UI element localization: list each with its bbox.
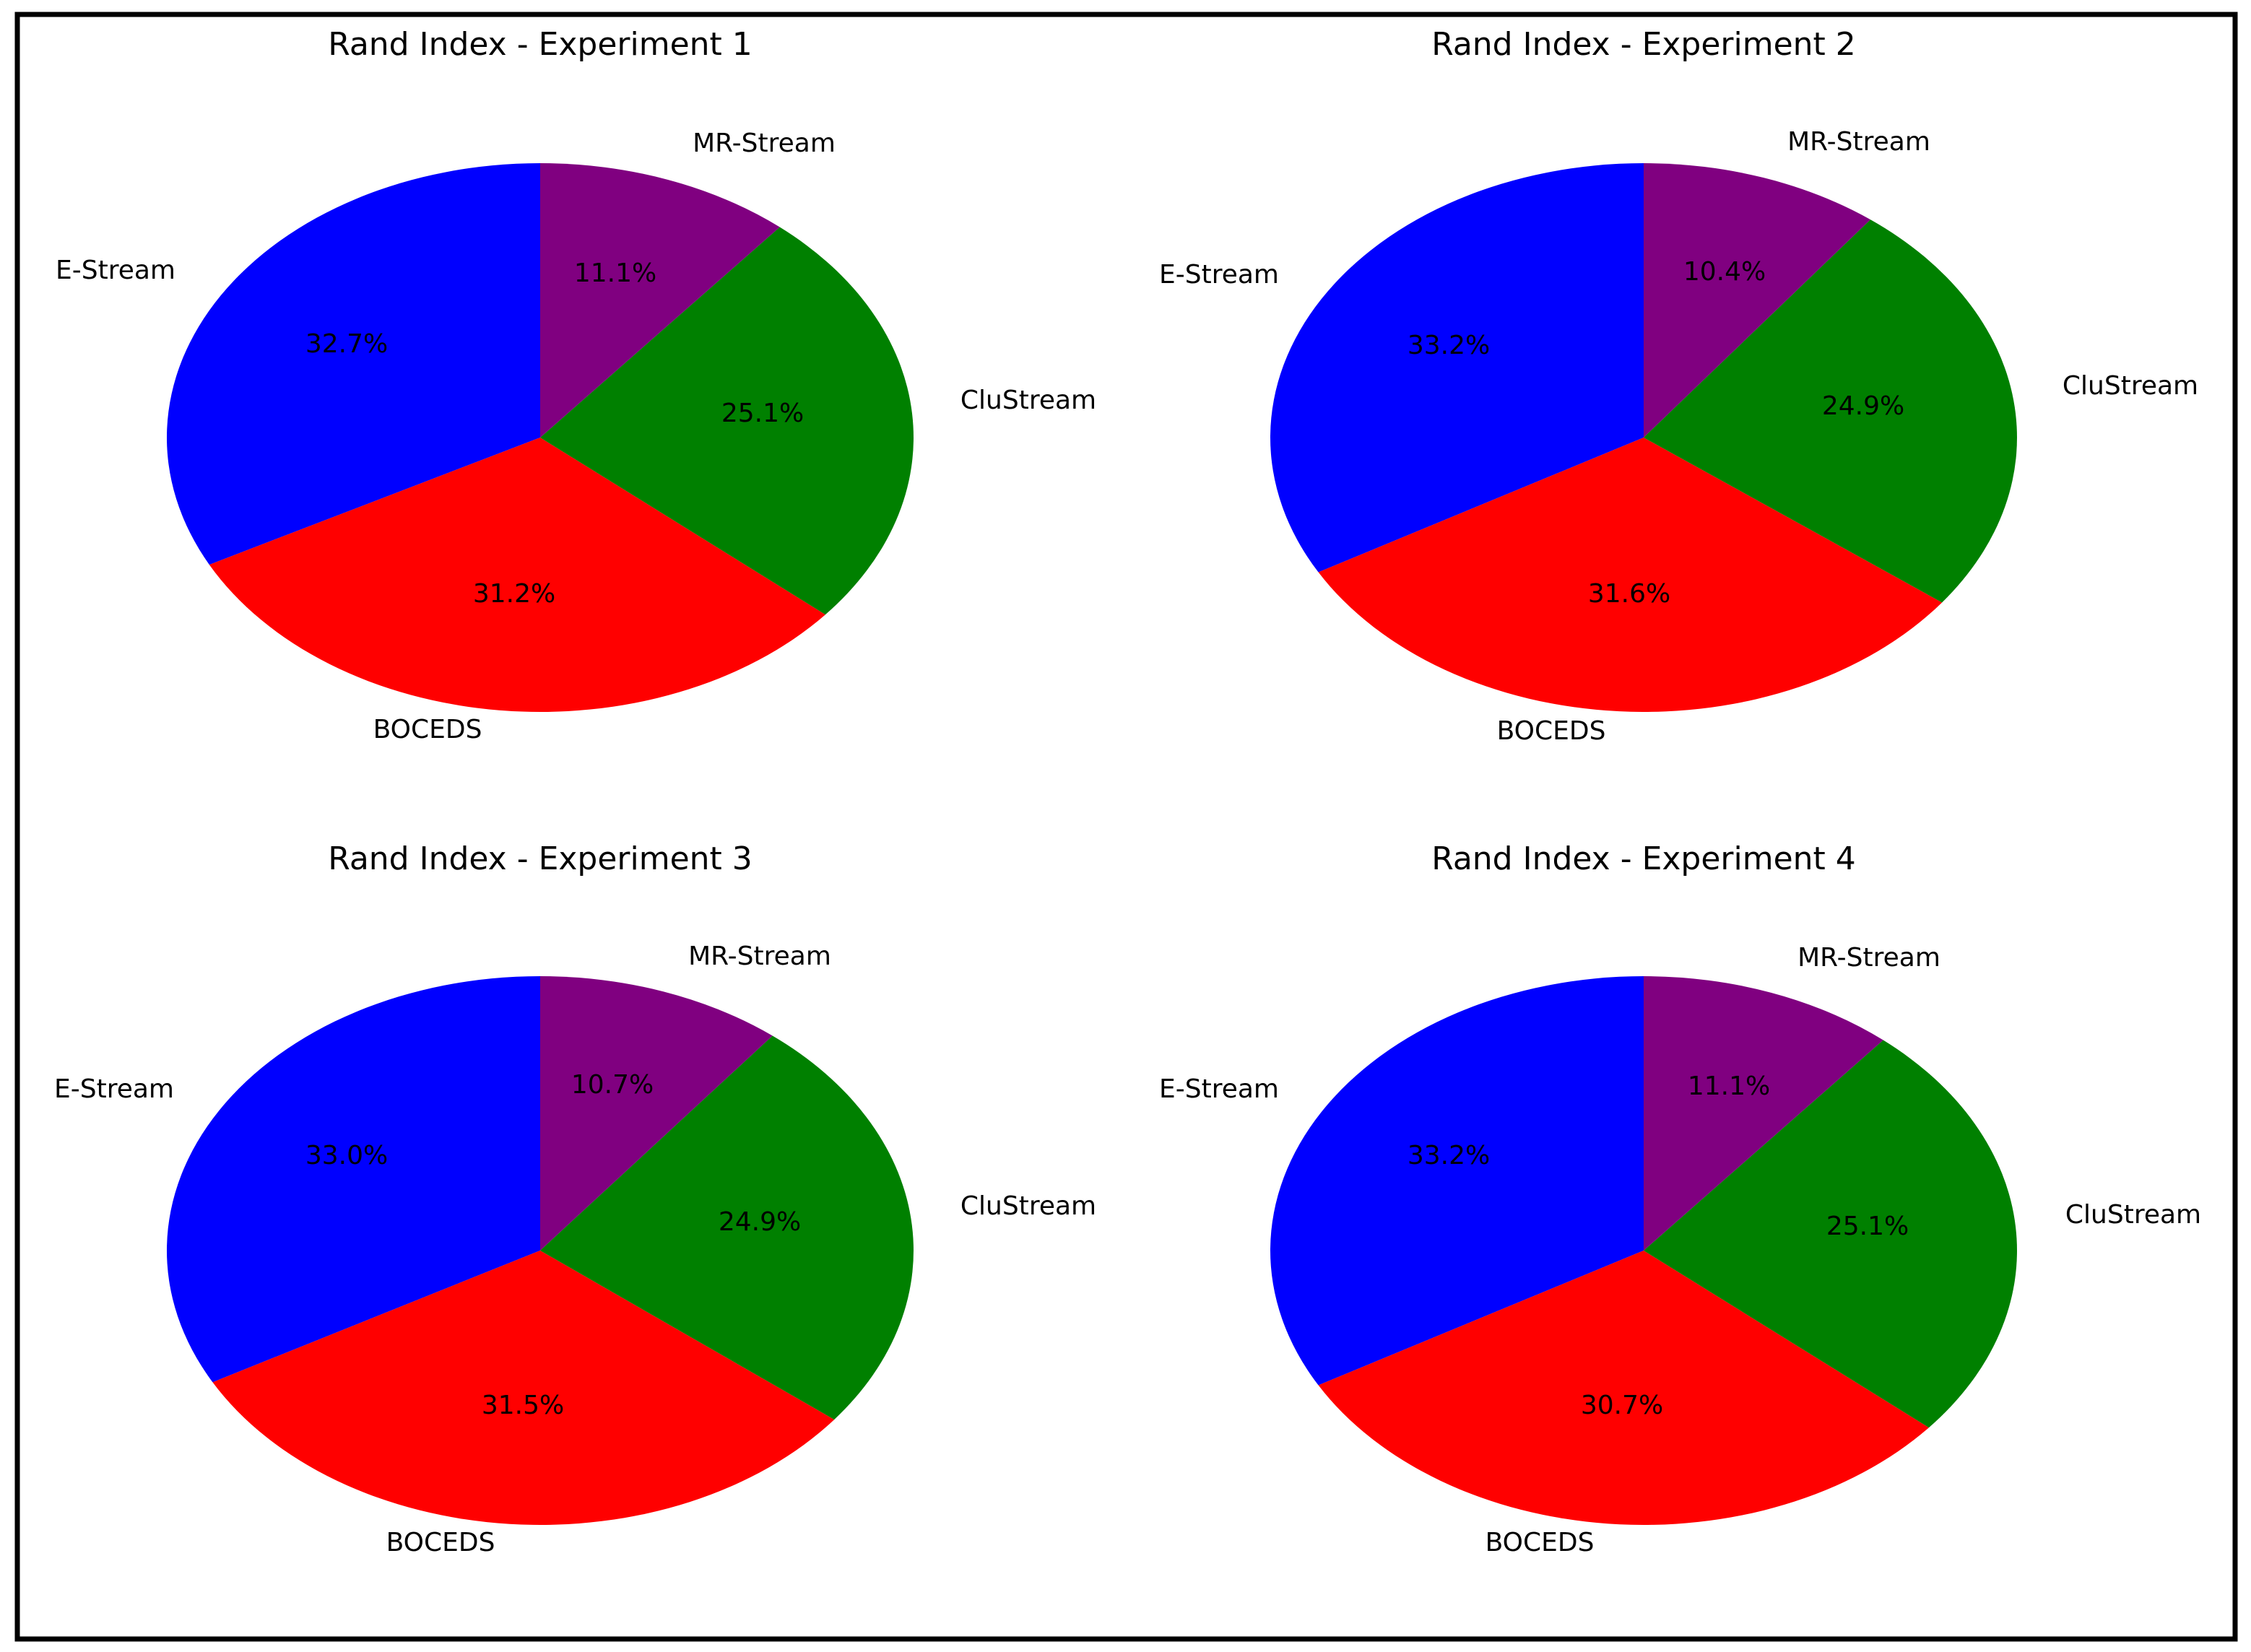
pct-label-4-clustream: 25.1% — [1826, 1212, 1909, 1241]
pct-label-1-boceds: 31.2% — [473, 579, 555, 609]
pct-label-4-e-stream: 33.2% — [1408, 1141, 1490, 1170]
pie-slice-2-mr-stream — [1644, 163, 1871, 438]
pct-label-3-clustream: 24.9% — [719, 1207, 801, 1237]
slice-label-3-e-stream: E-Stream — [54, 1074, 174, 1104]
pct-label-1-e-stream: 32.7% — [305, 329, 388, 359]
pie-slice-3-clustream — [540, 1035, 914, 1420]
slice-label-2-e-stream: E-Stream — [1159, 260, 1279, 290]
slice-label-1-e-stream: E-Stream — [56, 256, 175, 285]
pie-slice-1-e-stream — [166, 163, 541, 565]
pie-slice-1-clustream — [540, 227, 914, 615]
pie-chart-3: Rand Index - Experiment 3 33.0% 31.5% 24… — [54, 840, 1096, 1557]
pie-slice-4-e-stream — [1270, 976, 1644, 1386]
slice-label-3-mr-stream: MR-Stream — [688, 942, 831, 971]
chart-title-2: Rand Index - Experiment 2 — [1431, 26, 1856, 63]
pie-slice-2-clustream — [1644, 219, 2018, 603]
pie-slice-2-e-stream — [1270, 163, 1644, 573]
pct-label-3-boceds: 31.5% — [482, 1391, 564, 1420]
pct-label-4-mr-stream: 11.1% — [1688, 1071, 1770, 1101]
slice-label-3-clustream: CluStream — [960, 1191, 1096, 1221]
pie-slice-4-mr-stream — [1644, 976, 1883, 1251]
slice-label-4-boceds: BOCEDS — [1486, 1528, 1595, 1557]
slice-label-4-mr-stream: MR-Stream — [1797, 943, 1940, 973]
pie-slice-1-mr-stream — [540, 163, 780, 438]
pie-slice-3-boceds — [212, 1251, 835, 1526]
chart-title-3: Rand Index - Experiment 3 — [328, 840, 752, 877]
slice-label-3-boceds: BOCEDS — [386, 1528, 495, 1557]
pct-label-4-boceds: 30.7% — [1581, 1391, 1663, 1420]
pie-slice-4-clustream — [1644, 1040, 2017, 1428]
pie-chart-2: Rand Index - Experiment 2 33.2% 31.6% 24… — [1159, 26, 2198, 746]
slice-label-2-boceds: BOCEDS — [1497, 716, 1606, 746]
slice-label-1-mr-stream: MR-Stream — [693, 129, 836, 158]
slice-label-1-clustream: CluStream — [960, 386, 1096, 415]
pct-label-2-e-stream: 33.2% — [1408, 331, 1490, 360]
pie-slice-4-boceds — [1318, 1251, 1929, 1525]
pie-chart-1: Rand Index - Experiment 1 32.7% 31.2% 25… — [56, 26, 1096, 744]
pct-label-2-boceds: 31.6% — [1588, 579, 1670, 609]
pct-label-2-mr-stream: 10.4% — [1683, 257, 1766, 287]
slice-label-2-mr-stream: MR-Stream — [1787, 127, 1930, 157]
slice-label-1-boceds: BOCEDS — [373, 715, 482, 744]
pct-label-2-clustream: 24.9% — [1822, 391, 1904, 421]
pie-slice-3-e-stream — [166, 976, 541, 1383]
pie-slice-2-boceds — [1318, 438, 1943, 712]
pie-slice-1-boceds — [209, 438, 825, 713]
slice-label-2-clustream: CluStream — [2063, 371, 2198, 401]
pct-label-1-clustream: 25.1% — [721, 399, 804, 428]
pct-label-1-mr-stream: 11.1% — [574, 258, 656, 288]
chart-title-4: Rand Index - Experiment 4 — [1431, 840, 1856, 877]
slice-label-4-e-stream: E-Stream — [1159, 1074, 1279, 1104]
pct-label-3-mr-stream: 10.7% — [571, 1070, 654, 1100]
pie-chart-4: Rand Index - Experiment 4 33.2% 30.7% 25… — [1159, 840, 2201, 1557]
pie-slice-3-mr-stream — [540, 976, 773, 1251]
chart-title-1: Rand Index - Experiment 1 — [328, 26, 752, 63]
slice-label-4-clustream: CluStream — [2065, 1200, 2201, 1230]
pct-label-3-e-stream: 33.0% — [305, 1141, 388, 1170]
